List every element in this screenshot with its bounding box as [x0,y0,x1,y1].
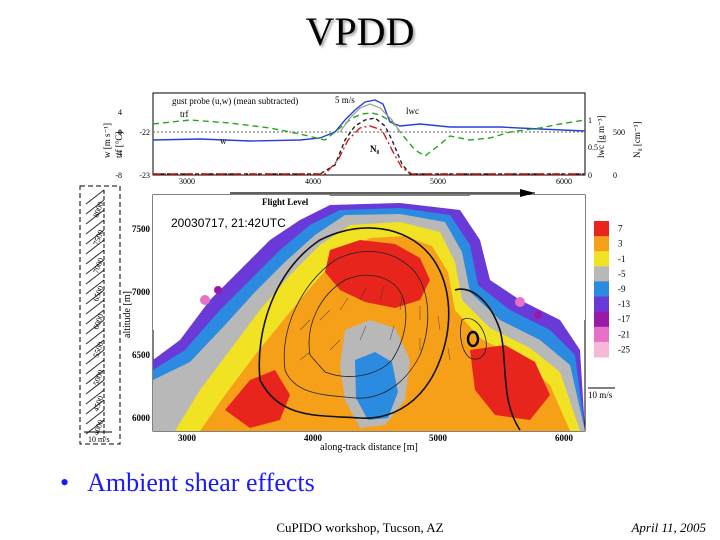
top-x-ticks: 3000 4000 5000 6000 [179,177,572,186]
svg-text:3000: 3000 [178,433,197,443]
colorbar-label: -17 [618,314,630,324]
colorbar-label: -13 [618,299,630,309]
right-axis-lwc-label: lwc [g m⁻³] [596,116,606,158]
colorbar-swatch [594,341,609,358]
svg-text:-4: -4 [115,149,122,158]
main-x-ticks: 3000 4000 5000 6000 [178,433,574,443]
main-y-ticks: 7500 7000 6500 6000 [132,224,151,423]
timestamp-label: 20030717, 21:42UTC [171,216,286,230]
svg-text:1: 1 [588,116,592,125]
colorbar-label: -5 [618,269,626,279]
main-cross-section-panel: Flight Level 20030717, 21:42UTC altitude… [122,189,615,453]
side-vector-scale: 10 m/s [88,435,110,444]
colorbar-swatch [594,311,609,328]
lwc-curve [153,117,585,175]
side-wind-profile-panel: 8000 7500 7000 6500 6000 5500 5000 4500 … [79,185,121,445]
svg-text:6000: 6000 [556,177,572,186]
svg-text:0.5: 0.5 [588,143,598,152]
bullet-item: • Ambient shear effects [60,468,315,498]
right-axis-n0-label: N₀ [cm⁻³] [632,122,642,158]
right-axis-lwc-ticks: 1 0.5 0 [588,116,598,180]
n0-curve [153,125,585,175]
svg-text:0: 0 [118,128,122,137]
left-axis-trf-label: trf [°C] [114,132,124,158]
colorbar-swatch [594,281,609,298]
colorbar-swatch [594,236,609,252]
svg-text:7500: 7500 [132,224,151,234]
colorbar-label: -25 [618,344,630,354]
colorbar-swatch [594,296,609,313]
svg-text:4000: 4000 [304,433,323,443]
colorbar-swatch [594,251,609,267]
right-axis-n0-ticks: 500 0 [613,128,625,180]
colorbar-swatch [594,221,609,237]
svg-text:6500: 6500 [132,350,151,360]
colorbar-swatch [594,266,609,282]
svg-text:0: 0 [613,171,617,180]
footer-venue: CuPIDO workshop, Tucson, AZ [276,520,444,535]
speed-curve [339,103,401,133]
svg-text:5000: 5000 [429,433,448,443]
left-axis-w-ticks: 4 0 -4 -8 [115,108,122,180]
colorbar: 7 3 -1 -5 -9 -13 -17 -21 -25 [594,221,630,358]
svg-text:4: 4 [118,108,122,117]
colorbar-label: -21 [618,329,630,339]
w-curve [152,99,586,142]
left-axis-trf-ticks: -22 -23 [139,128,150,180]
colorbar-label: 7 [618,224,623,234]
speed-reference-label: 5 m/s [335,95,355,105]
svg-text:-23: -23 [139,171,150,180]
slide-title: VPDD [305,9,415,54]
colorbar-label: 3 [618,239,623,249]
svg-text:6000: 6000 [132,413,151,423]
bullet-dot: • [60,468,70,497]
flight-level-label: Flight Level [262,197,309,207]
svg-text:500: 500 [613,128,625,137]
svg-text:4000: 4000 [305,177,321,186]
svg-text:7000: 7000 [132,287,151,297]
lwc-label: lwc [406,106,419,116]
left-axis-w-label: w [m s⁻¹] [102,123,112,158]
svg-text:5000: 5000 [430,177,446,186]
main-vector-scale: 10 m/s [588,390,613,400]
main-y-axis-label: altitude [m] [122,291,133,338]
main-x-axis-label: along-track distance [m] [320,442,418,453]
svg-text:-22: -22 [139,128,150,137]
colorbar-swatch [594,326,609,343]
svg-text:3000: 3000 [179,177,195,186]
w-label: w [220,136,227,146]
svg-text:6000: 6000 [555,433,574,443]
svg-text:0: 0 [588,171,592,180]
trf-curve [152,112,586,157]
n0-label: N₀ [370,144,379,154]
footer-date: April 11, 2005 [631,520,706,535]
colorbar-label: -1 [618,254,626,264]
svg-text:-8: -8 [115,171,122,180]
bullet-text: Ambient shear effects [87,468,315,497]
top-timeseries-panel: gust probe (u,w) (mean subtracted) 5 m/s… [102,92,642,186]
colorbar-label: -9 [618,284,626,294]
probe-legend: gust probe (u,w) (mean subtracted) [172,96,298,106]
trf-label: trf [180,109,189,119]
